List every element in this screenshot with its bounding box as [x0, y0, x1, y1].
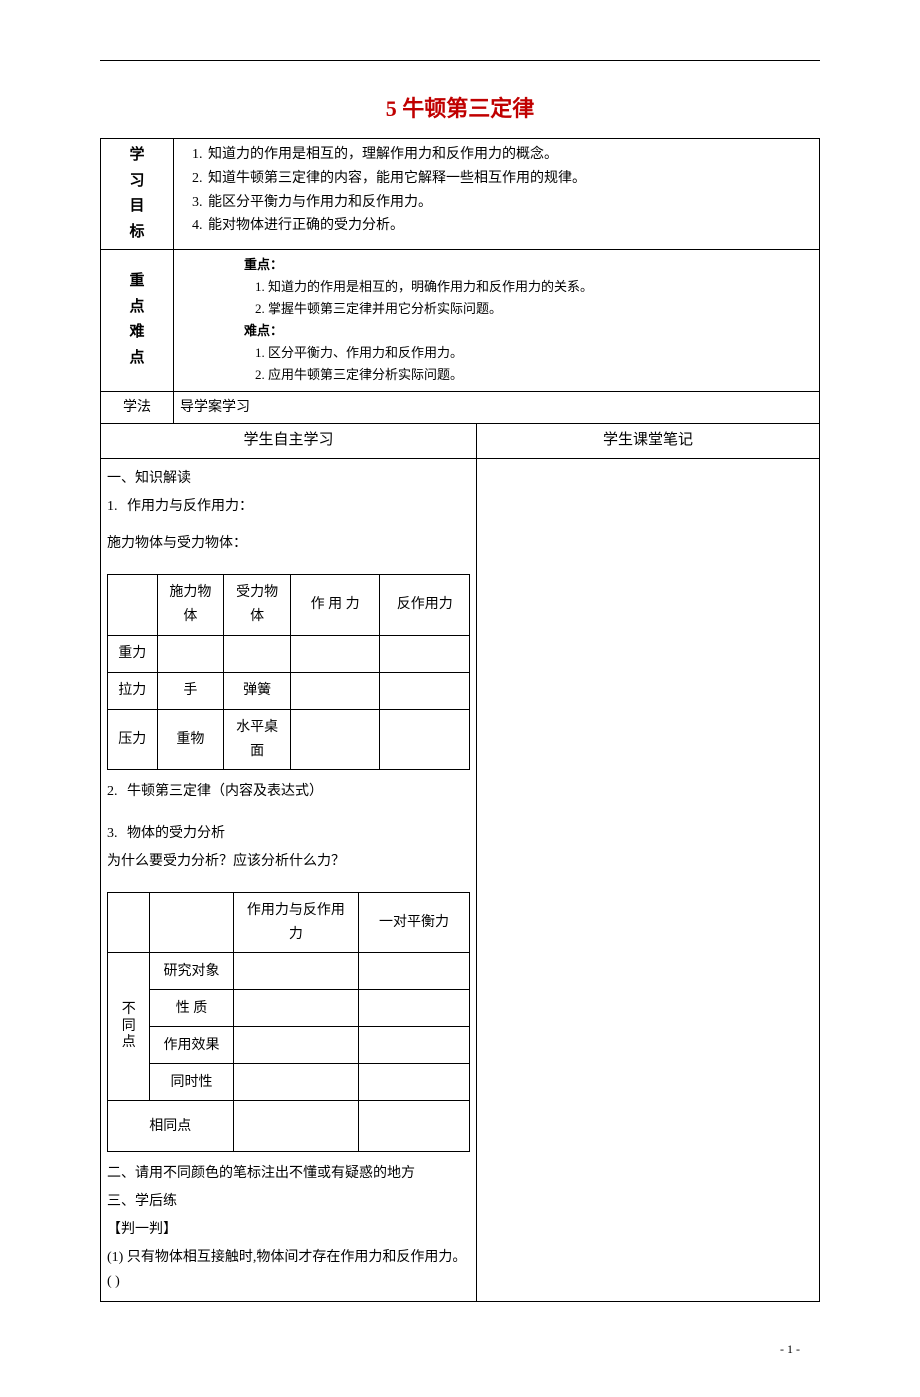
tb-rowlabel-0: 研究对象	[150, 953, 233, 990]
ta-r0c1	[157, 635, 224, 672]
point-1b: 施力物体与受力物体：	[107, 532, 470, 556]
ta-h0	[108, 575, 158, 636]
diff-item: 区分平衡力、作用力和反作用力。	[268, 342, 813, 364]
tb-cell	[233, 1027, 359, 1064]
tb-same-label: 相同点	[108, 1101, 234, 1152]
ta-h1: 施力物体	[157, 575, 224, 636]
goals-cell: 知道力的作用是相互的，理解作用力和反作用力的概念。 知道牛顿第三定律的内容，能用…	[174, 139, 820, 250]
goal-item: 能对物体进行正确的受力分析。	[206, 214, 813, 238]
point-3: 3. 物体的受力分析	[107, 822, 470, 846]
point-3b: 为什么要受力分析？应该分析什么力？	[107, 850, 470, 874]
tb-cell	[233, 953, 359, 990]
page-number: - 1 -	[100, 1342, 820, 1357]
ta-r1c0: 拉力	[108, 672, 158, 709]
ta-h3: 作 用 力	[290, 575, 380, 636]
ta-r2c4	[380, 709, 470, 770]
ta-r1c3	[290, 672, 380, 709]
diff-label: 难点：	[244, 320, 813, 342]
tb-h0	[108, 892, 150, 953]
tb-cell	[233, 1064, 359, 1101]
goal-item: 知道力的作用是相互的，理解作用力和反作用力的概念。	[206, 143, 813, 167]
ta-r1c4	[380, 672, 470, 709]
goal-item: 知道牛顿第三定律的内容，能用它解释一些相互作用的规律。	[206, 167, 813, 191]
ta-r2c0: 压力	[108, 709, 158, 770]
tb-cell	[359, 1027, 470, 1064]
ta-r2c2: 水平桌面	[224, 709, 291, 770]
table-b: 作用力与反作用力 一对平衡力 不同点 研究对象 性 质	[107, 892, 470, 1153]
judge-label: 【判一判】	[107, 1218, 470, 1242]
tb-rowlabel-1: 性 质	[150, 990, 233, 1027]
main-table: 学习目标 知道力的作用是相互的，理解作用力和反作用力的概念。 知道牛顿第三定律的…	[100, 138, 820, 1302]
tb-cell	[233, 990, 359, 1027]
label-goals: 学习目标	[101, 139, 174, 250]
point-1: 1. 作用力与反作用力：	[107, 495, 470, 519]
ta-r2c1: 重物	[157, 709, 224, 770]
tb-cell	[359, 1064, 470, 1101]
content-cell: 一、知识解读 1. 作用力与反作用力： 施力物体与受力物体： 施力物体 受力物体…	[101, 458, 477, 1302]
ta-r0c2	[224, 635, 291, 672]
section-2-title: 二、请用不同颜色的笔标注出不懂或有疑惑的地方	[107, 1162, 470, 1186]
ta-r0c0: 重力	[108, 635, 158, 672]
key-label: 重点：	[244, 254, 813, 276]
header-self-study: 学生自主学习	[101, 424, 477, 459]
tb-h1	[150, 892, 233, 953]
tb-cell	[233, 1101, 359, 1152]
section-3-title: 三、学后练	[107, 1190, 470, 1214]
header-notes: 学生课堂笔记	[477, 424, 820, 459]
ta-r0c3	[290, 635, 380, 672]
tb-cell	[359, 990, 470, 1027]
ta-r1c1: 手	[157, 672, 224, 709]
ta-r1c2: 弹簧	[224, 672, 291, 709]
label-keydiff: 重点难点	[101, 250, 174, 392]
tb-rowlabel-3: 同时性	[150, 1064, 233, 1101]
keydiff-cell: 重点： 知道力的作用是相互的，明确作用力和反作用力的关系。 掌握牛顿第三定律并用…	[174, 250, 820, 392]
table-a: 施力物体 受力物体 作 用 力 反作用力 重力	[107, 574, 470, 770]
key-item: 知道力的作用是相互的，明确作用力和反作用力的关系。	[268, 276, 813, 298]
method-value: 导学案学习	[174, 391, 820, 424]
ta-r2c3	[290, 709, 380, 770]
ta-h2: 受力物体	[224, 575, 291, 636]
page-title: 5 牛顿第三定律	[100, 91, 820, 123]
section-1-title: 一、知识解读	[107, 467, 470, 491]
ta-r0c4	[380, 635, 470, 672]
tb-leftgroup: 不同点	[108, 953, 150, 1101]
tb-h3: 一对平衡力	[359, 892, 470, 953]
ta-h4: 反作用力	[380, 575, 470, 636]
notes-cell	[477, 458, 820, 1302]
goal-item: 能区分平衡力与作用力和反作用力。	[206, 191, 813, 215]
tb-rowlabel-2: 作用效果	[150, 1027, 233, 1064]
point-2: 2. 牛顿第三定律（内容及表达式）	[107, 780, 470, 804]
top-rule	[100, 60, 820, 61]
tb-cell	[359, 1101, 470, 1152]
diff-item: 应用牛顿第三定律分析实际问题。	[268, 364, 813, 386]
question-1: (1) 只有物体相互接触时,物体间才存在作用力和反作用力。( )	[107, 1246, 470, 1294]
tb-h2: 作用力与反作用力	[233, 892, 359, 953]
key-item: 掌握牛顿第三定律并用它分析实际问题。	[268, 298, 813, 320]
label-method: 学法	[101, 391, 174, 424]
tb-cell	[359, 953, 470, 990]
